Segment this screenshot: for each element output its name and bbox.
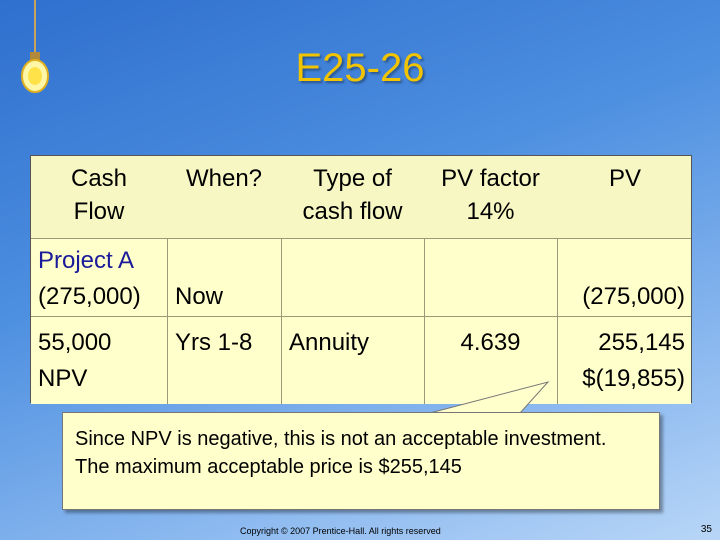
cell-npv-value: $(19,855): [582, 365, 685, 392]
cell-pv: (275,000): [582, 283, 685, 310]
row-divider: [31, 238, 691, 239]
header-text: cash flow: [302, 198, 403, 225]
cell-pv: 255,145: [598, 329, 685, 356]
row-divider: [31, 316, 691, 317]
cell-when: Yrs 1-8: [175, 329, 253, 356]
header-text: Type of: [313, 165, 392, 192]
cell-cash-flow: 55,000: [38, 329, 112, 356]
table-body: [31, 238, 691, 404]
slide-title: E25-26: [295, 46, 425, 90]
column-divider: [281, 238, 282, 404]
header-text: PV: [608, 165, 641, 192]
header-text: 14%: [466, 198, 515, 225]
header-when: When?: [167, 162, 281, 195]
cell-type: Annuity: [289, 329, 370, 356]
page-number: 35: [700, 524, 712, 535]
cell-cash-flow: (275,000): [38, 283, 141, 310]
callout-text: Since NPV is negative, this is not an ac…: [75, 428, 607, 478]
callout-box: Since NPV is negative, this is not an ac…: [62, 412, 660, 510]
cell-cash-flow: NPV: [38, 365, 88, 392]
header-type: Type of cash flow: [281, 162, 424, 228]
header-text: Cash: [70, 165, 128, 192]
light-bulb-icon: [21, 52, 49, 93]
column-divider: [424, 238, 425, 404]
header-text: When?: [185, 165, 263, 192]
cell-factor: 4.639: [460, 329, 521, 356]
header-text: Flow: [73, 198, 125, 225]
header-text: PV factor: [441, 165, 540, 192]
column-divider: [167, 238, 168, 404]
header-pv: PV: [557, 162, 693, 195]
project-label: Project A: [38, 247, 135, 274]
npv-table: Cash Flow When? Type of cash flow PV fac…: [30, 155, 693, 404]
header-pv-factor: PV factor 14%: [424, 162, 557, 228]
cell-when: Now: [175, 283, 224, 310]
column-divider: [557, 238, 558, 404]
bulb-cord: [34, 0, 36, 52]
table-header-row: [31, 156, 691, 238]
header-cash-flow: Cash Flow: [31, 162, 167, 228]
copyright-footer: Copyright © 2007 Prentice-Hall. All righ…: [240, 526, 441, 536]
